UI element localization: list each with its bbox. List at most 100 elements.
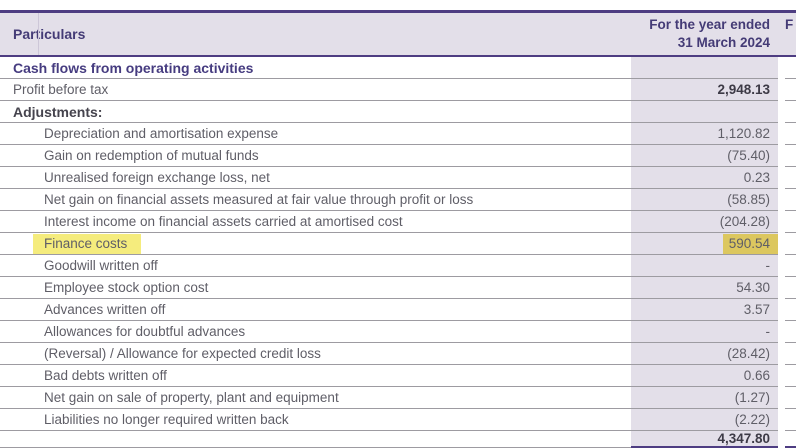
column-header-period-line2: 31 March 2024 (677, 35, 770, 50)
table-row: Cash flows from operating activities (0, 57, 796, 79)
next-column-stub (785, 277, 796, 299)
row-value: (58.85) (727, 192, 770, 207)
row-label: Allowances for doubtful advances (44, 324, 246, 339)
column-gap (778, 145, 785, 167)
column-gap (778, 233, 785, 255)
cash-flow-table: Particulars For the year ended 31 March … (0, 10, 796, 448)
next-column-stub (785, 167, 796, 189)
next-column-stub (785, 409, 796, 431)
row-value: 54.30 (736, 280, 770, 295)
column-header-period: For the year ended 31 March 2024 (631, 13, 778, 55)
header-column-divider (38, 13, 39, 55)
table-body: Cash flows from operating activities Prof… (0, 57, 796, 448)
column-gap (778, 255, 785, 277)
row-label-cell: Liabilities no longer required written b… (0, 409, 631, 431)
next-column-stub (785, 145, 796, 167)
row-value-cell: (28.42) (631, 343, 778, 365)
table-row: Bad debts written off 0.66 (0, 365, 796, 387)
row-value: - (765, 324, 771, 339)
row-label: Depreciation and amortisation expense (44, 126, 279, 141)
column-gap (778, 57, 785, 79)
row-value: (2.22) (734, 412, 770, 427)
column-gap (778, 13, 785, 55)
row-label-cell: Profit before tax (0, 79, 631, 101)
next-column-stub (785, 299, 796, 321)
table-row: Depreciation and amortisation expense 1,1… (0, 123, 796, 145)
next-column-stub (785, 321, 796, 343)
row-label-cell: Adjustments: (0, 101, 631, 123)
row-value-cell (631, 57, 778, 79)
row-label-cell: Finance costs (0, 233, 631, 255)
column-gap (778, 299, 785, 321)
row-label-cell: Depreciation and amortisation expense (0, 123, 631, 145)
row-value-cell: (1.27) (631, 387, 778, 409)
row-label-cell: (Reversal) / Allowance for expected cred… (0, 343, 631, 365)
row-label: Profit before tax (13, 82, 109, 97)
row-label-cell: Goodwill written off (0, 255, 631, 277)
row-value-cell: - (631, 255, 778, 277)
row-label: Adjustments: (13, 103, 103, 120)
table-row: Adjustments: (0, 101, 796, 123)
row-label-cell: Gain on redemption of mutual funds (0, 145, 631, 167)
column-gap (778, 409, 785, 431)
row-label: Interest income on financial assets carr… (44, 214, 403, 229)
row-value-cell: (204.28) (631, 211, 778, 233)
row-value-cell: (2.22) (631, 409, 778, 431)
column-gap (778, 79, 785, 101)
table-row: Profit before tax 2,948.13 (0, 79, 796, 101)
table-header-row: Particulars For the year ended 31 March … (0, 10, 796, 57)
row-value: 590.54 (722, 233, 778, 254)
row-label: Net gain on financial assets measured at… (44, 192, 474, 207)
table-row: Liabilities no longer required written b… (0, 409, 796, 431)
row-value: 2,948.13 (717, 82, 770, 97)
table-row: Net gain on sale of property, plant and … (0, 387, 796, 409)
column-header-particulars: Particulars (0, 13, 631, 55)
column-gap (778, 211, 785, 233)
row-label: Finance costs (33, 233, 142, 254)
row-label-cell: Cash flows from operating activities (0, 57, 631, 79)
next-column-stub (785, 189, 796, 211)
next-column-stub (785, 57, 796, 79)
next-column-stub (785, 101, 796, 123)
row-label: Liabilities no longer required written b… (44, 412, 289, 427)
row-value: 4,347.80 (717, 431, 770, 446)
row-label: Employee stock option cost (44, 280, 209, 295)
row-value: 1,120.82 (717, 126, 770, 141)
table-row: Advances written off 3.57 (0, 299, 796, 321)
row-value: (75.40) (727, 148, 770, 163)
row-label: Goodwill written off (44, 258, 158, 273)
row-value: 0.66 (743, 368, 770, 383)
row-value-cell: 4,347.80 (631, 431, 778, 448)
column-gap (778, 387, 785, 409)
row-value-cell: 54.30 (631, 277, 778, 299)
table-row: Gain on redemption of mutual funds (75.40… (0, 145, 796, 167)
table-row: Interest income on financial assets carr… (0, 211, 796, 233)
row-value-cell: 590.54 (631, 233, 778, 255)
column-gap (778, 431, 785, 448)
row-value-cell: 2,948.13 (631, 79, 778, 101)
row-label: Gain on redemption of mutual funds (44, 148, 259, 163)
row-label-cell: Advances written off (0, 299, 631, 321)
column-header-next-period-partial: F (785, 17, 794, 32)
row-label: Bad debts written off (44, 368, 167, 383)
table-row: 4,347.80 (0, 431, 796, 448)
next-column-stub (785, 79, 796, 101)
row-value-cell: 0.66 (631, 365, 778, 387)
column-header-period-line1: For the year ended (649, 17, 770, 32)
next-column-stub (785, 123, 796, 145)
row-value-cell: (75.40) (631, 145, 778, 167)
row-label-cell (0, 431, 631, 448)
next-column-stub (785, 365, 796, 387)
row-label: Unrealised foreign exchange loss, net (44, 170, 270, 185)
next-column-stub (785, 343, 796, 365)
column-gap (778, 123, 785, 145)
table-row: Unrealised foreign exchange loss, net 0.2… (0, 167, 796, 189)
table-row: Finance costs 590.54 (0, 233, 796, 255)
table-row: Allowances for doubtful advances - (0, 321, 796, 343)
column-gap (778, 189, 785, 211)
row-value-cell (631, 101, 778, 123)
row-value: (204.28) (719, 214, 770, 229)
next-column-stub (785, 255, 796, 277)
row-label-cell: Bad debts written off (0, 365, 631, 387)
